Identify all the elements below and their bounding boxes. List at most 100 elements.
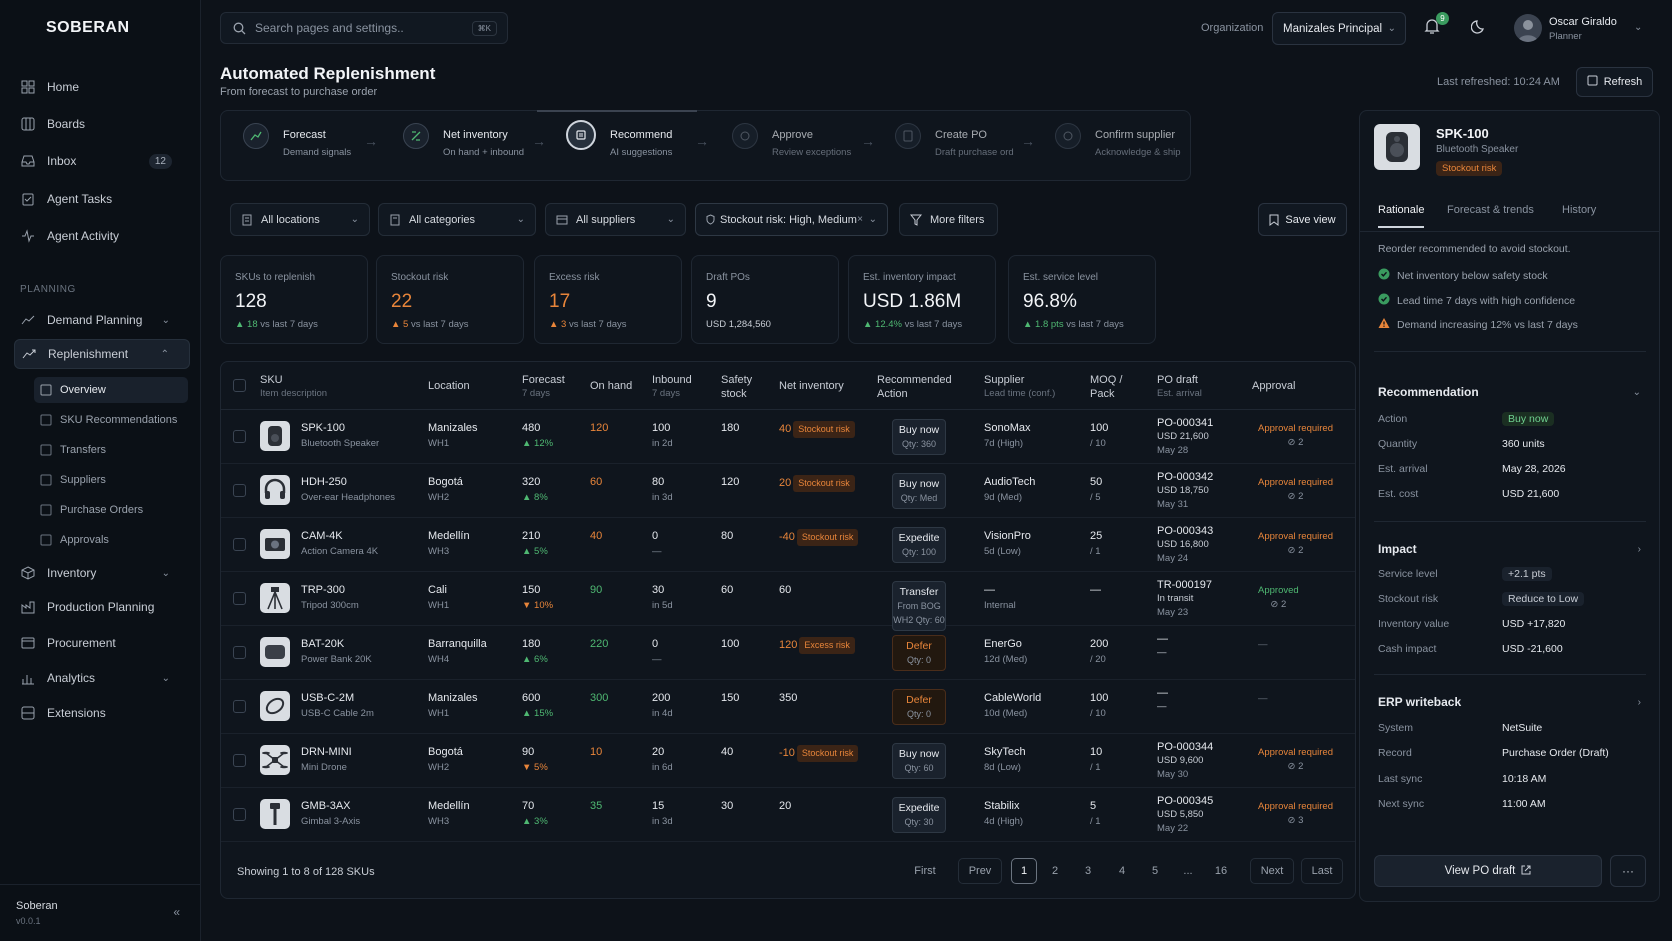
sidebar-item-agent-activity[interactable]: Agent Activity <box>14 221 190 251</box>
row-checkbox[interactable] <box>233 430 246 443</box>
approval-status[interactable]: Approved ⊘ 2 <box>1258 585 1299 610</box>
approval-status[interactable]: Approval required ⊘ 2 <box>1258 747 1333 772</box>
col-safety-stock[interactable]: Safety stock <box>721 374 753 400</box>
save-view-button[interactable]: Save view <box>1258 203 1347 236</box>
recommended-action-button[interactable]: Transfer From BOG WH2 Qty: 60 <box>892 581 946 631</box>
tab-history[interactable]: History <box>1562 204 1597 216</box>
approval-status[interactable]: — <box>1258 693 1268 704</box>
sku-cell[interactable]: USB-C-2M USB-C Cable 2m <box>301 692 374 719</box>
sidebar-item-inbox[interactable]: Inbox 12 <box>14 146 190 176</box>
row-checkbox[interactable] <box>233 754 246 767</box>
subnav-suppliers[interactable]: Suppliers <box>34 467 188 493</box>
sku-cell[interactable]: CAM-4K Action Camera 4K <box>301 530 379 557</box>
pagination-page-3[interactable]: 3 <box>1084 865 1092 877</box>
col-forecast[interactable]: Forecast 7 days <box>522 374 565 399</box>
notifications-button[interactable]: 9 <box>1424 12 1449 38</box>
approval-status[interactable]: Approval required ⊘ 2 <box>1258 531 1333 556</box>
recommended-action-button[interactable]: Expedite Qty: 100 <box>892 527 946 563</box>
recommended-action-button[interactable]: Defer Qty: 0 <box>892 635 946 671</box>
more-options-button[interactable]: ··· <box>1610 855 1646 887</box>
po-draft-cell[interactable]: PO-000342 USD 18,750 May 31 <box>1157 471 1214 510</box>
step-create-po[interactable]: Create PO Draft purchase ord <box>895 123 1014 158</box>
filter-categories[interactable]: All categories ⌄ <box>378 203 536 236</box>
approval-status[interactable]: — <box>1258 639 1268 650</box>
table-row[interactable]: USB-C-2M USB-C Cable 2m Manizales WH1 600 ▲ 1… <box>221 680 1355 734</box>
step-net-inventory[interactable]: Net inventory On hand + inbound <box>403 123 524 158</box>
pagination-page-5[interactable]: 5 <box>1151 865 1159 877</box>
col-supplier[interactable]: Supplier Lead time (conf.) <box>984 374 1056 399</box>
chevron-right-icon[interactable]: › <box>1637 544 1641 555</box>
table-row[interactable]: TRP-300 Tripod 300cm Cali WH1 150 ▼ 10% 90 30 in… <box>221 572 1355 631</box>
collapse-sidebar-icon[interactable]: « <box>173 905 180 919</box>
avatar[interactable] <box>1514 14 1542 42</box>
approval-status[interactable]: Approval required ⊘ 2 <box>1258 423 1333 448</box>
pagination-prev[interactable]: Prev <box>958 858 1002 884</box>
select-all-checkbox[interactable] <box>233 379 246 392</box>
row-checkbox[interactable] <box>233 538 246 551</box>
tab-rationale[interactable]: Rationale <box>1378 204 1425 228</box>
recommended-action-button[interactable]: Buy now Qty: 360 <box>892 419 946 455</box>
step-confirm-supplier[interactable]: Confirm supplier Acknowledge & ship <box>1055 123 1181 158</box>
pagination-page-1[interactable]: 1 <box>1011 858 1037 884</box>
pagination-page-16[interactable]: 16 <box>1214 865 1228 877</box>
po-draft-cell[interactable]: PO-000341 USD 21,600 May 28 <box>1157 417 1214 456</box>
sku-cell[interactable]: BAT-20K Power Bank 20K <box>301 638 372 665</box>
subnav-approvals[interactable]: Approvals <box>34 527 188 553</box>
search-input[interactable]: Search pages and settings.. ⌘K <box>220 12 508 44</box>
step-approve[interactable]: Approve Review exceptions <box>732 123 851 158</box>
col-recommended-action[interactable]: Recommended Action <box>877 374 952 400</box>
approval-status[interactable]: Approval required ⊘ 2 <box>1258 477 1333 502</box>
sidebar-item-boards[interactable]: Boards <box>14 109 190 139</box>
col-approval[interactable]: Approval <box>1252 380 1296 392</box>
tab-forecast-trends[interactable]: Forecast & trends <box>1447 204 1534 216</box>
clear-filter-icon[interactable]: × <box>857 214 863 225</box>
sku-cell[interactable]: SPK-100 Bluetooth Speaker <box>301 422 380 449</box>
chevron-down-icon[interactable]: ⌄ <box>1632 387 1641 398</box>
step-recommend[interactable]: Recommend AI suggestions <box>566 120 672 158</box>
user-menu-chevron-icon[interactable]: ⌄ <box>1634 22 1643 33</box>
sku-cell[interactable]: GMB-3AX Gimbal 3-Axis <box>301 800 361 827</box>
col-net-inventory[interactable]: Net inventory <box>779 380 844 392</box>
subnav-overview[interactable]: Overview <box>34 377 188 403</box>
step-forecast[interactable]: Forecast Demand signals <box>243 123 351 158</box>
organization-select[interactable]: Manizales Principal ⌄ <box>1272 12 1406 45</box>
col-location[interactable]: Location <box>428 380 470 392</box>
subnav-transfers[interactable]: Transfers <box>34 437 188 463</box>
refresh-button[interactable]: Refresh <box>1576 67 1653 97</box>
theme-toggle[interactable] <box>1470 19 1487 38</box>
sidebar-item-procurement[interactable]: Procurement <box>14 628 190 658</box>
po-draft-cell[interactable]: PO-000345 USD 5,850 May 22 <box>1157 795 1214 834</box>
row-checkbox[interactable] <box>233 592 246 605</box>
po-draft-cell[interactable]: TR-000197 In transit May 23 <box>1157 579 1213 618</box>
sku-cell[interactable]: DRN-MINI Mini Drone <box>301 746 352 773</box>
pagination-page-2[interactable]: 2 <box>1051 865 1059 877</box>
col-sku[interactable]: SKU Item description <box>260 374 328 399</box>
filter-locations[interactable]: All locations ⌄ <box>230 203 370 236</box>
table-row[interactable]: GMB-3AX Gimbal 3-Axis Medellín WH3 70 ▲ 3% 35 1… <box>221 788 1355 842</box>
po-draft-cell[interactable]: PO-000343 USD 16,800 May 24 <box>1157 525 1214 564</box>
sku-cell[interactable]: TRP-300 Tripod 300cm <box>301 584 359 611</box>
filter-stockout-risk[interactable]: Stockout risk: High, Medium × ⌄ <box>695 203 888 236</box>
row-checkbox[interactable] <box>233 646 246 659</box>
col-po-draft[interactable]: PO draft Est. arrival <box>1157 374 1202 399</box>
po-draft-cell[interactable]: — — <box>1157 687 1168 712</box>
kpi-card-inventory-impact[interactable]: Est. inventory impact USD 1.86M ▲ 12.4% … <box>848 255 996 344</box>
table-row[interactable]: BAT-20K Power Bank 20K Barranquilla WH4 180 ▲… <box>221 626 1355 680</box>
recommended-action-button[interactable]: Defer Qty: 0 <box>892 689 946 725</box>
impact-heading[interactable]: Impact <box>1378 542 1417 556</box>
recommendation-heading[interactable]: Recommendation <box>1378 385 1479 399</box>
table-row[interactable]: HDH-250 Over-ear Headphones Bogotá WH2 320 ▲ … <box>221 464 1355 518</box>
erp-writeback-heading[interactable]: ERP writeback <box>1378 695 1462 709</box>
sidebar-item-agent-tasks[interactable]: Agent Tasks <box>14 184 190 214</box>
more-filters-button[interactable]: More filters <box>899 203 998 236</box>
filter-suppliers[interactable]: All suppliers ⌄ <box>545 203 686 236</box>
pagination-first[interactable]: First <box>914 865 936 877</box>
sidebar-item-replenishment[interactable]: Replenishment ⌃ <box>14 339 190 369</box>
approval-status[interactable]: Approval required ⊘ 3 <box>1258 801 1333 826</box>
pagination-last[interactable]: Last <box>1301 858 1343 884</box>
kpi-card-excess[interactable]: Excess risk 17 ▲ 3 vs last 7 days <box>534 255 682 344</box>
sidebar-item-analytics[interactable]: Analytics ⌄ <box>14 663 190 693</box>
row-checkbox[interactable] <box>233 808 246 821</box>
recommended-action-button[interactable]: Buy now Qty: 60 <box>892 743 946 779</box>
pagination-next[interactable]: Next <box>1250 858 1294 884</box>
